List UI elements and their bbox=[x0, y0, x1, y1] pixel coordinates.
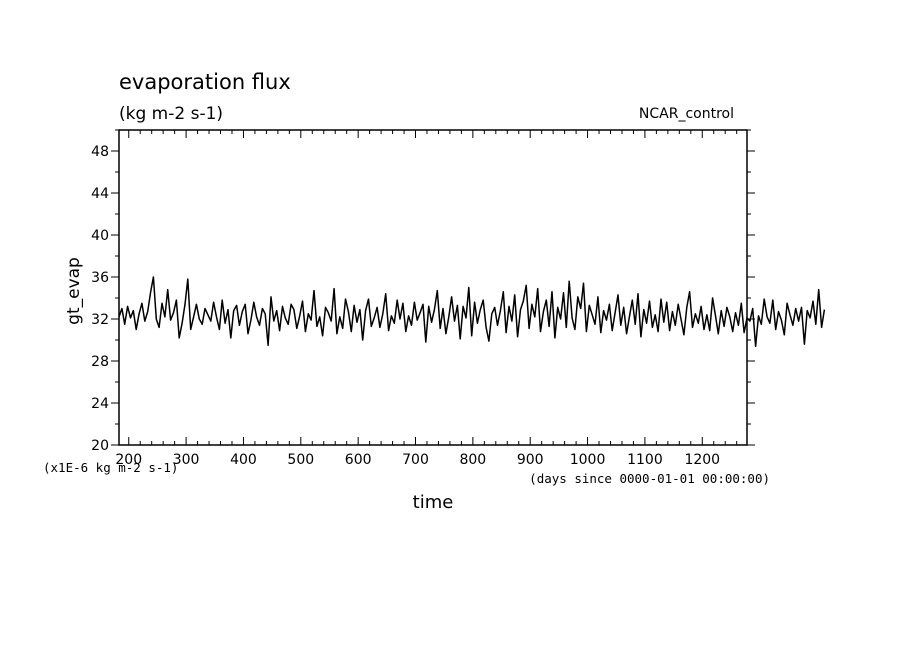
y-tick-label: 32 bbox=[91, 312, 109, 328]
y-tick-label: 44 bbox=[91, 186, 109, 202]
x-units-label: (days since 0000-01-01 00:00:00) bbox=[529, 471, 770, 486]
y-axis-label: gt_evap bbox=[64, 257, 84, 325]
y-scale-note: (x1E-6 kg m-2 s-1) bbox=[43, 460, 178, 475]
x-tick-label: 800 bbox=[459, 452, 486, 468]
chart-subtitle: (kg m-2 s-1) bbox=[119, 104, 223, 124]
series-line-0 bbox=[118, 276, 826, 348]
x-tick-label: 200 bbox=[115, 452, 142, 468]
chart-title: evaporation flux bbox=[119, 70, 291, 94]
x-tick-label: 900 bbox=[517, 452, 544, 468]
y-tick-label: 24 bbox=[91, 396, 109, 412]
x-tick-label: 600 bbox=[345, 452, 372, 468]
x-tick-label: 1100 bbox=[627, 452, 663, 468]
x-tick-label: 400 bbox=[230, 452, 257, 468]
plot-area: 20 24 28 32 36 40 44 48 200 300 400 500 600 700 800 900… bbox=[91, 129, 826, 468]
y-tick-label: 36 bbox=[91, 270, 109, 286]
x-tick-label: 1200 bbox=[684, 452, 720, 468]
x-tick-label: 300 bbox=[173, 452, 200, 468]
y-tick-label: 48 bbox=[91, 144, 109, 160]
plot-frame bbox=[118, 129, 748, 446]
y-tick-label: 28 bbox=[91, 354, 109, 370]
x-tick-label: 500 bbox=[287, 452, 314, 468]
x-tick-label: 1000 bbox=[570, 452, 606, 468]
y-tick-label: 20 bbox=[91, 438, 109, 454]
x-tick-label: 700 bbox=[402, 452, 429, 468]
dataset-label: NCAR_control bbox=[639, 106, 734, 122]
x-axis-label: time bbox=[413, 492, 454, 513]
y-tick-label: 40 bbox=[91, 228, 109, 244]
